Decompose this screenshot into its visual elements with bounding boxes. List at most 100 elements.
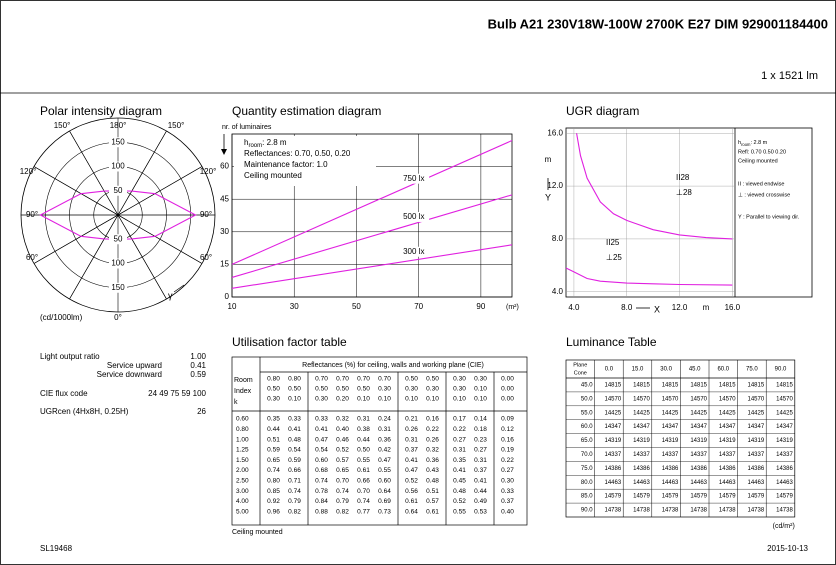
label-bg <box>109 258 127 269</box>
table-cell: 14579 <box>748 494 765 500</box>
output-label: Light output ratio <box>40 352 100 361</box>
table-cell: 0.40 <box>501 508 514 515</box>
output-value: 1.00 <box>190 352 206 361</box>
annotation: II25 <box>606 238 620 247</box>
table-cell: 0.26 <box>426 436 439 443</box>
table-cell: 0.74 <box>336 488 349 495</box>
section-title: UGR diagram <box>566 104 639 118</box>
table-cell: 0.74 <box>315 478 328 485</box>
series-label: 300 lx <box>403 247 424 256</box>
section-title: Quantity estimation diagram <box>232 104 381 118</box>
legend-line: II : viewed endwise <box>738 181 784 187</box>
angle-label: 90° <box>200 210 212 219</box>
angle-label: 150° <box>168 121 185 130</box>
table-cell: 0.44 <box>267 426 280 433</box>
table-cell: 0.59 <box>288 457 301 464</box>
table-cell: 0.51 <box>426 488 439 495</box>
table-cell: 0.92 <box>267 498 280 505</box>
table-cell: 0.52 <box>405 478 418 485</box>
y-tick-label: 12.0 <box>547 181 563 190</box>
table-cell: 0.12 <box>501 426 514 433</box>
row-header: 85.0 <box>581 494 593 500</box>
table-cell: 0.31 <box>474 457 487 464</box>
room-index: 3.00 <box>236 488 249 495</box>
table-cell: 0.74 <box>288 488 301 495</box>
column-header: 15.0 <box>632 367 644 373</box>
info-line: Maintenance factor: 1.0 <box>244 160 328 169</box>
table-cell: 14738 <box>690 508 707 514</box>
reflectance: 0.00 <box>501 396 514 403</box>
table-cell: 0.38 <box>357 426 370 433</box>
series-label: 500 lx <box>403 212 424 221</box>
table-cell: 0.24 <box>378 416 391 423</box>
table-cell: 14319 <box>633 438 650 444</box>
table-cell: 0.52 <box>453 498 466 505</box>
table-cell: 14579 <box>633 494 650 500</box>
table-cell: 14319 <box>776 438 793 444</box>
table-cell: 0.48 <box>288 436 301 443</box>
x-tick-label: 90 <box>476 302 485 311</box>
table-cell: 14347 <box>719 424 736 430</box>
table-cell: 0.56 <box>405 488 418 495</box>
subscript: room <box>248 143 262 149</box>
info-box <box>234 136 376 186</box>
axis-label: X <box>654 304 660 314</box>
table-cell: 14738 <box>776 508 793 514</box>
table-cell: 14570 <box>690 396 707 402</box>
x-tick-label: 4.0 <box>568 303 580 312</box>
reflectance: 0.10 <box>453 396 466 403</box>
table-cell: 14319 <box>690 438 707 444</box>
table-cell: 0.71 <box>288 478 301 485</box>
table-cell: 0.35 <box>267 416 280 423</box>
table-cell: 0.70 <box>357 488 370 495</box>
table-cell: 0.41 <box>315 426 328 433</box>
ring-label: 50 <box>114 234 123 243</box>
table-cell: 0.47 <box>315 436 328 443</box>
table-cell: 14570 <box>662 396 679 402</box>
ring-label: 150 <box>111 137 125 146</box>
row-header: 55.0 <box>581 410 593 416</box>
table-cell: 0.37 <box>405 447 418 454</box>
table-cell: 14337 <box>605 452 622 458</box>
table-cell: 0.61 <box>426 508 439 515</box>
annotation: II28 <box>676 173 690 182</box>
column-header: 30.0 <box>660 367 672 373</box>
reflectance: 0.10 <box>405 396 418 403</box>
x-unit: (m²) <box>506 304 519 311</box>
angle-label: 60° <box>26 253 38 262</box>
table-cell: 0.82 <box>288 508 301 515</box>
reflectance: 0.70 <box>357 376 370 383</box>
axis-unit: m <box>545 155 552 164</box>
info-line: hroom: 2.8 m <box>244 138 287 148</box>
row-header: 45.0 <box>581 383 593 389</box>
table-cell: 14425 <box>776 410 793 416</box>
gamma-arrow <box>173 284 185 293</box>
table-cell: 0.41 <box>288 426 301 433</box>
legend-line: Y : Parallel to viewing dir. <box>738 214 800 220</box>
y-tick-label: 60 <box>220 162 229 171</box>
y-tick-label: 16.0 <box>547 128 563 137</box>
table-cell: 14347 <box>662 424 679 430</box>
table-cell: 14386 <box>748 466 765 472</box>
table-cell: 0.65 <box>336 467 349 474</box>
table-cell: 0.19 <box>501 447 514 454</box>
table-cell: 14386 <box>662 466 679 472</box>
table-cell: 0.45 <box>453 478 466 485</box>
y-tick-label: 4.0 <box>552 287 564 296</box>
table-cell: 14815 <box>748 383 765 389</box>
output-label: CIE flux code <box>40 389 88 398</box>
unit-label: (cd/1000lm) <box>40 313 83 322</box>
table-cell: 14463 <box>662 480 679 486</box>
output-value: 26 <box>197 407 206 416</box>
table-cell: 0.37 <box>474 467 487 474</box>
output-value: 24 49 75 59 100 <box>148 389 206 398</box>
table-cell: 0.74 <box>267 467 280 474</box>
label-bg <box>109 234 127 245</box>
label-bg <box>401 246 430 257</box>
table-cell: 14337 <box>690 452 707 458</box>
table-cell: 0.31 <box>453 447 466 454</box>
table-cell: 14738 <box>719 508 736 514</box>
table-cell: 0.35 <box>453 457 466 464</box>
x-tick-label: 70 <box>414 302 423 311</box>
reflectance: 0.50 <box>267 386 280 393</box>
